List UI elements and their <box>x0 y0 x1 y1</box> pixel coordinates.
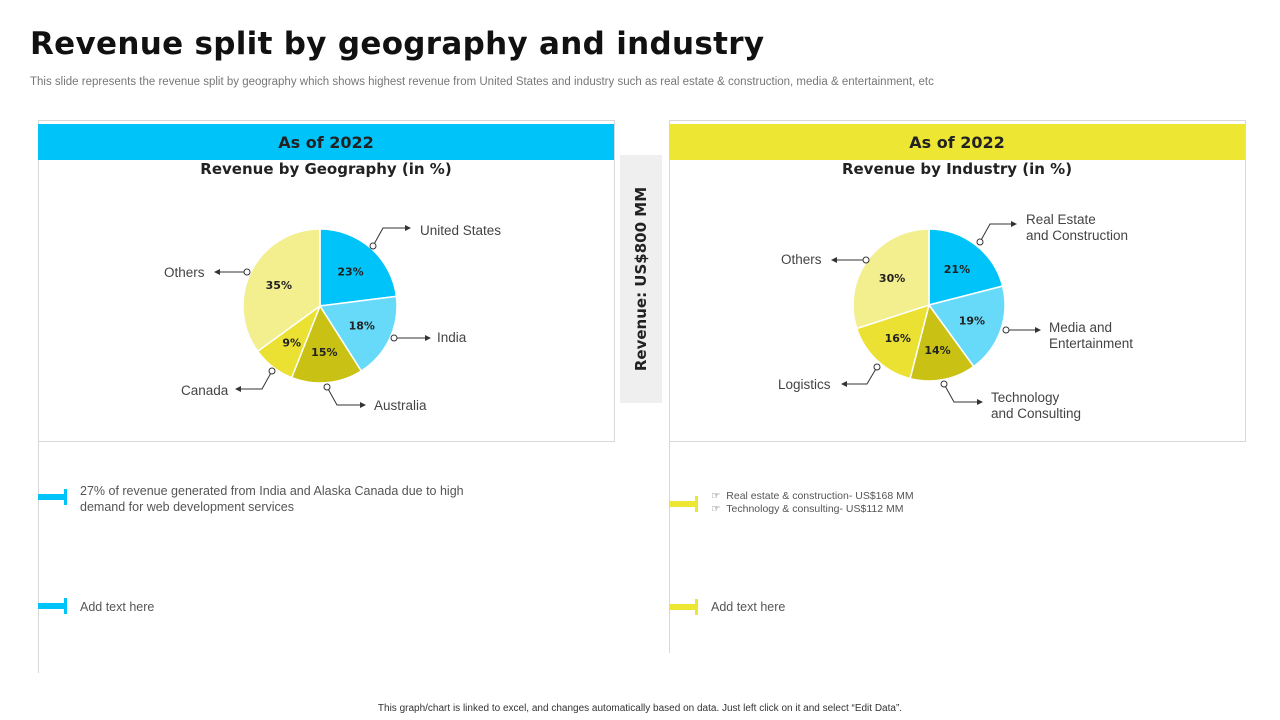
geography-header: As of 2022 <box>38 124 614 160</box>
label-canada: Canada <box>181 383 229 398</box>
pie-data-label: 30% <box>879 272 905 285</box>
footer-note: This graph/chart is linked to excel, and… <box>377 703 903 714</box>
industry-pie[interactable]: 21% 19% 14% 16% 30% <box>852 228 1006 382</box>
industry-panel <box>669 120 1246 442</box>
industry-add-text[interactable]: Add text here <box>711 600 786 614</box>
cyan-bullet-marker <box>38 489 67 505</box>
label-line: Technology <box>991 390 1060 405</box>
label-logistics: Logistics <box>778 377 831 392</box>
pie-slice-technology-and-consulting[interactable] <box>909 303 975 382</box>
pie-slice-logistics[interactable] <box>855 303 931 380</box>
geography-chart-title: Revenue by Geography (in %) <box>200 160 452 178</box>
pie-data-label: 18% <box>349 320 375 333</box>
page-subtitle: This slide represents the revenue split … <box>30 76 934 88</box>
label-india: India <box>437 330 467 345</box>
label-media: Media and Entertainment <box>1049 320 1133 352</box>
bullet-item: ☞ Real estate & construction- US$168 MM <box>711 490 914 503</box>
bullet-text: Technology & consulting- US$112 MM <box>726 503 904 515</box>
bullet-text: Real estate & construction- US$168 MM <box>726 490 914 502</box>
leader-lines <box>214 221 1041 408</box>
yellow-bullet-marker <box>669 496 698 512</box>
label-others-geo: Others <box>164 265 205 280</box>
label-united-states: United States <box>420 223 502 238</box>
geography-pie[interactable]: 23% 18% 15% 9% 35% <box>242 228 398 384</box>
geography-note: 27% of revenue generated from India and … <box>80 484 464 514</box>
cyan-bullet-marker <box>38 598 67 614</box>
pie-data-label: 16% <box>885 332 911 345</box>
pie-slice-media-and-entertainment[interactable] <box>927 285 1006 368</box>
pie-data-label: 14% <box>924 344 950 357</box>
label-line: and Consulting <box>991 406 1082 421</box>
label-australia: Australia <box>374 398 427 413</box>
pie-data-label: 9% <box>282 337 301 350</box>
industry-header: As of 2022 <box>669 124 1245 160</box>
pie-data-label: 23% <box>337 265 363 278</box>
pie-data-label: 21% <box>944 263 970 276</box>
pie-data-label: 35% <box>266 279 292 292</box>
page-title: Revenue split by geography and industry <box>30 26 765 62</box>
yellow-bullet-marker <box>669 599 698 615</box>
label-line: Entertainment <box>1049 336 1134 351</box>
pie-slice-india[interactable] <box>318 295 398 373</box>
label-line: Real Estate <box>1026 212 1096 227</box>
geography-panel <box>38 120 615 442</box>
label-line: and Construction <box>1026 228 1129 243</box>
pie-slice-real-estate-and-construction[interactable] <box>928 228 1004 306</box>
pie-slice-others[interactable] <box>242 228 321 353</box>
industry-chart-title: Revenue by Industry (in %) <box>841 160 1073 178</box>
divider <box>38 440 39 673</box>
pie-data-label: 19% <box>959 314 985 327</box>
label-others-ind: Others <box>781 252 822 267</box>
total-revenue-box <box>620 155 662 403</box>
label-technology: Technology and Consulting <box>991 390 1081 422</box>
industry-bullets: ☞ Real estate & construction- US$168 MM … <box>711 490 914 516</box>
pie-data-label: 15% <box>311 346 337 359</box>
pie-slice-australia[interactable] <box>290 304 363 384</box>
pointing-hand-icon: ☞ <box>711 490 721 502</box>
divider <box>669 440 670 653</box>
geography-add-text[interactable]: Add text here <box>80 600 155 614</box>
label-line: Media and <box>1049 320 1113 335</box>
bullet-item: ☞ Technology & consulting- US$112 MM <box>711 503 914 516</box>
label-real-estate: Real Estate and Construction <box>1026 212 1128 244</box>
pointing-hand-icon: ☞ <box>711 503 721 515</box>
leader-dots <box>243 238 1010 391</box>
